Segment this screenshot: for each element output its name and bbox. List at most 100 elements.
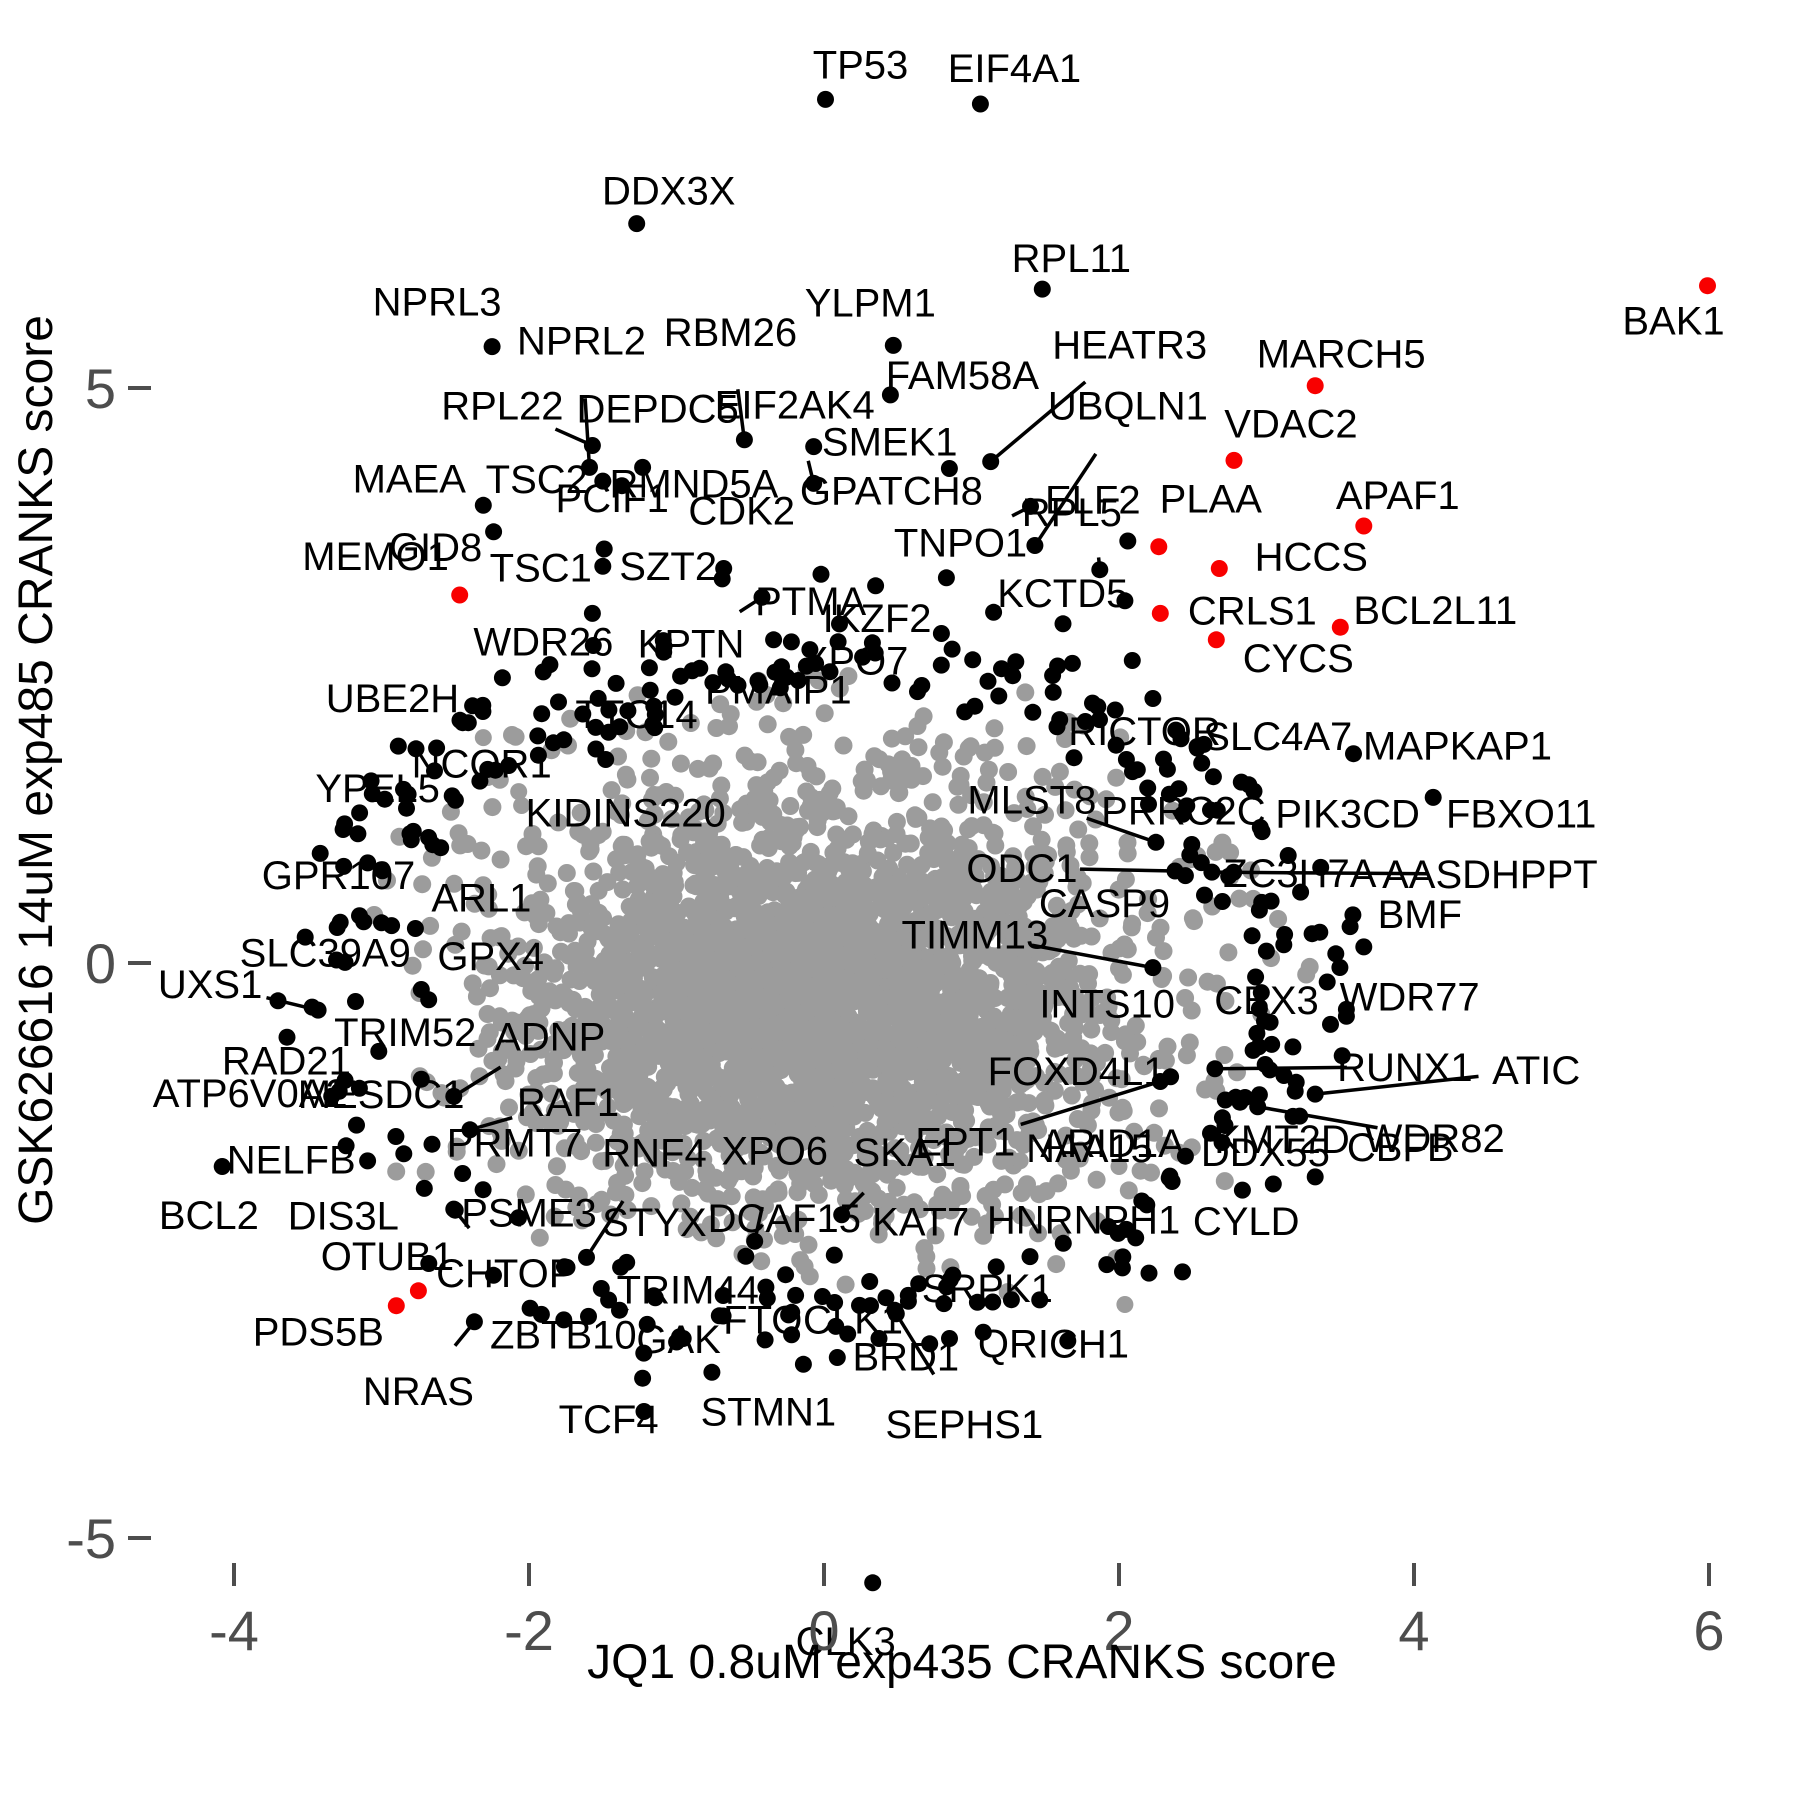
data-point [789,672,807,689]
data-point [336,953,354,971]
x-tick-label: 0 [808,1599,839,1662]
data-point [359,1152,377,1170]
gene-label-atp6v0a2: ATP6V0A2 [153,1072,348,1116]
data-point [854,648,872,666]
data-point [449,824,468,843]
data-point [607,674,625,692]
data-point [530,1228,549,1247]
gene-point-casp9 [1196,886,1213,904]
gene-label-ikzf2: IKZF2 [823,597,932,641]
data-point [474,729,492,747]
gene-label-rpl5: RPL5 [1022,491,1122,535]
gene-point-vdac2 [1225,451,1243,469]
x-axis-title: JQ1 0.8uM exp435 CRANKS score [587,1636,1337,1689]
data-point [921,1335,939,1353]
gene-point-pcif1 [595,540,613,558]
data-point [964,651,982,669]
gene-label-gak: GAK [636,1318,721,1362]
x-tick-label: -2 [504,1599,554,1662]
gene-point-bak1 [1699,277,1716,295]
gene-point-ddx55 [1176,1147,1194,1165]
gene-point-wdr82 [1249,1098,1267,1116]
gene-point-wdr26 [583,604,601,622]
gene-point-rpl22 [583,437,601,454]
data-point [1063,654,1081,672]
gene-label-rmnd5a: RMND5A [609,463,778,507]
gene-point-qrich1 [968,1293,986,1311]
gene-point-bmf [1355,938,1373,956]
gene-label-pds5b: PDS5B [253,1311,384,1355]
data-point [420,1255,438,1272]
gene-point-atic [1306,1085,1324,1103]
data-point [635,1403,653,1420]
gene-point-ypel5 [336,815,354,833]
data-point [584,637,602,654]
data-point [910,1275,928,1293]
data-point [821,663,839,681]
gene-label-apaf1: APAF1 [1336,474,1460,518]
data-point [459,714,477,732]
gene-label-raf1: RAF1 [517,1081,619,1125]
data-point [328,919,346,936]
gene-point-adnp [445,1087,463,1105]
data-point [474,1181,492,1199]
leader-line [1211,870,1429,876]
data-point [671,1328,688,1346]
data-point [1228,1063,1246,1082]
data-point [1252,984,1270,1002]
data-point [451,586,469,604]
gene-label-tsc2: TSC2 [486,458,588,502]
gene-label-ylpm1: YLPM1 [805,281,936,325]
data-point [985,719,1004,738]
gene-point-maea [474,496,492,514]
gene-point-kidins220 [510,783,528,801]
gene-label-mesdc1: MESDC1 [298,1073,465,1117]
gene-label-bak1: BAK1 [1622,300,1724,344]
gene-point-slc4a7 [1240,776,1258,794]
data-point [589,689,607,707]
gene-point-uxs1 [309,1001,327,1019]
gene-point-depdc5 [634,458,652,476]
gene-point-cbfb [1306,1168,1324,1186]
gene-label-chtop: CHTOP [436,1252,575,1296]
gene-label-cycs: CYCS [1243,637,1354,681]
gene-points [213,90,1716,1592]
gene-point-srpk1 [974,1323,992,1341]
gene-label-kmt2d: KMT2D [1214,1118,1350,1162]
data-point [1048,718,1066,736]
gene-label-cbfb: CBFB [1347,1126,1454,1170]
gene-label-wdr26: WDR26 [473,620,613,664]
x-tick-label: 2 [1103,1599,1134,1662]
gene-point-prrc2c [1204,768,1222,786]
data-point [867,577,885,595]
data-point [1144,690,1162,707]
data-point [814,1288,831,1305]
gene-point-hccs [1210,560,1228,577]
gene-point-odc1 [1166,862,1184,880]
leader-line [1086,816,1157,844]
gene-label-psme3: PSME3 [461,1192,597,1236]
data-point [1202,801,1219,819]
data-point [1107,736,1125,754]
data-point [1178,797,1196,815]
gene-label-rpl11: RPL11 [1012,237,1131,281]
gene-label-fam58a: FAM58A [886,354,1040,398]
y-tick-label: -5 [66,1507,116,1570]
data-point [1128,761,1146,779]
data-point [812,565,830,583]
gene-label-vdac2: VDAC2 [1224,402,1357,446]
gene-point-tcf4 [634,1369,652,1387]
data-point [1174,1263,1191,1281]
data-point [510,1209,527,1227]
gene-label-gpr107: GPR107 [262,854,415,898]
gene-label-crls1: CRLS1 [1188,589,1317,633]
data-point [710,1307,728,1325]
data-point [1059,1332,1077,1350]
data-point [1044,667,1062,684]
gene-point-nras [465,1313,483,1331]
data-point [618,1253,636,1271]
data-point [937,569,955,587]
data-point [987,1258,1005,1276]
gene-point-kptn [753,588,771,606]
data-point [749,672,767,690]
